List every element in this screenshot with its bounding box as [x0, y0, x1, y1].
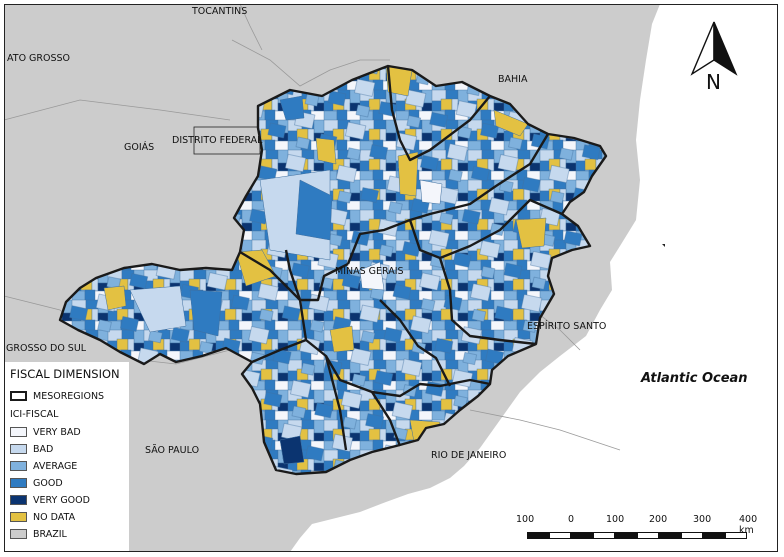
legend-swatch	[10, 427, 27, 437]
label-sao-paulo: SÃO PAULO	[145, 445, 200, 456]
scale-tick-label: 300	[693, 514, 712, 525]
legend-item-label: AVERAGE	[33, 460, 78, 472]
scale-segment	[527, 532, 549, 539]
mesoregion-borders	[58, 64, 608, 476]
scale-segment	[571, 532, 593, 539]
scale-segment	[659, 532, 681, 539]
label-minas-gerais: MINAS GERAIS	[335, 266, 404, 277]
label-distrito-federal: DISTRITO FEDERAL	[172, 135, 263, 146]
label-mato-grosso: ATO GROSSO	[7, 53, 71, 64]
scale-tick-label: 100	[606, 514, 625, 525]
scale-segment	[549, 532, 571, 539]
legend-swatch	[10, 461, 27, 471]
scale-segment	[637, 532, 659, 539]
label-espirito-santo: ESPÍRITO SANTO	[527, 321, 607, 332]
state-border-mt	[3, 99, 231, 121]
scale-tick-label: 400 km	[739, 514, 758, 536]
north-arrow-icon: N	[688, 20, 740, 96]
legend-swatch	[10, 529, 27, 539]
legend-item: BRAZIL	[10, 527, 67, 541]
mesoregion-swatch	[10, 391, 27, 401]
label-mato-grosso-do-sul: GROSSO DO SUL	[6, 343, 87, 354]
state-border-to	[239, 3, 263, 51]
scale-segment	[725, 532, 747, 539]
legend-item-label: VERY GOOD	[33, 494, 90, 506]
label-rio-de-janeiro: RIO DE JANEIRO	[431, 450, 507, 461]
legend-mesoregions-label: MESOREGIONS	[33, 390, 105, 402]
scale-tick-label: 0	[568, 514, 575, 525]
state-border-go	[231, 39, 390, 87]
scale-segment	[681, 532, 703, 539]
legend-item-label: BAD	[33, 443, 54, 455]
scale-segment	[593, 532, 615, 539]
legend-index-title: ICI-FISCAL	[10, 409, 59, 420]
legend-swatch	[10, 444, 27, 454]
legend-item: NO DATA	[10, 510, 75, 524]
legend-item: AVERAGE	[10, 459, 77, 473]
scale-tick-label: 100	[516, 514, 535, 525]
legend-item: GOOD	[10, 476, 63, 490]
scale-segment	[615, 532, 637, 539]
legend-item: VERY BAD	[10, 425, 81, 439]
label-atlantic-ocean: Atlantic Ocean	[641, 371, 748, 386]
scale-segment	[703, 532, 725, 539]
legend: FISCAL DIMENSION MESOREGIONS ICI-FISCAL …	[5, 362, 129, 551]
legend-item-label: GOOD	[33, 477, 63, 489]
atlantic-ocean	[290, 4, 778, 552]
scale-tick-label: 200	[649, 514, 668, 525]
label-goias: GOIÁS	[124, 142, 155, 153]
north-label: N	[706, 70, 721, 94]
state-border-rj	[469, 409, 621, 451]
legend-mesoregions: MESOREGIONS	[10, 389, 104, 403]
legend-swatch	[10, 512, 27, 522]
label-tocantins: TOCANTINS	[192, 6, 248, 17]
legend-swatch	[10, 478, 27, 488]
legend-item: BAD	[10, 442, 53, 456]
legend-swatch	[10, 495, 27, 505]
legend-item: VERY GOOD	[10, 493, 90, 507]
legend-item-label: BRAZIL	[33, 528, 67, 540]
legend-item-label: VERY BAD	[33, 426, 81, 438]
legend-title: FISCAL DIMENSION	[10, 367, 120, 381]
distrito-federal-shape	[193, 126, 261, 155]
label-bahia: BAHIA	[498, 74, 528, 85]
map-frame	[4, 4, 778, 552]
legend-item-label: NO DATA	[33, 511, 76, 523]
scale-bar: 100 0 100 200 300 400 km	[514, 514, 774, 550]
